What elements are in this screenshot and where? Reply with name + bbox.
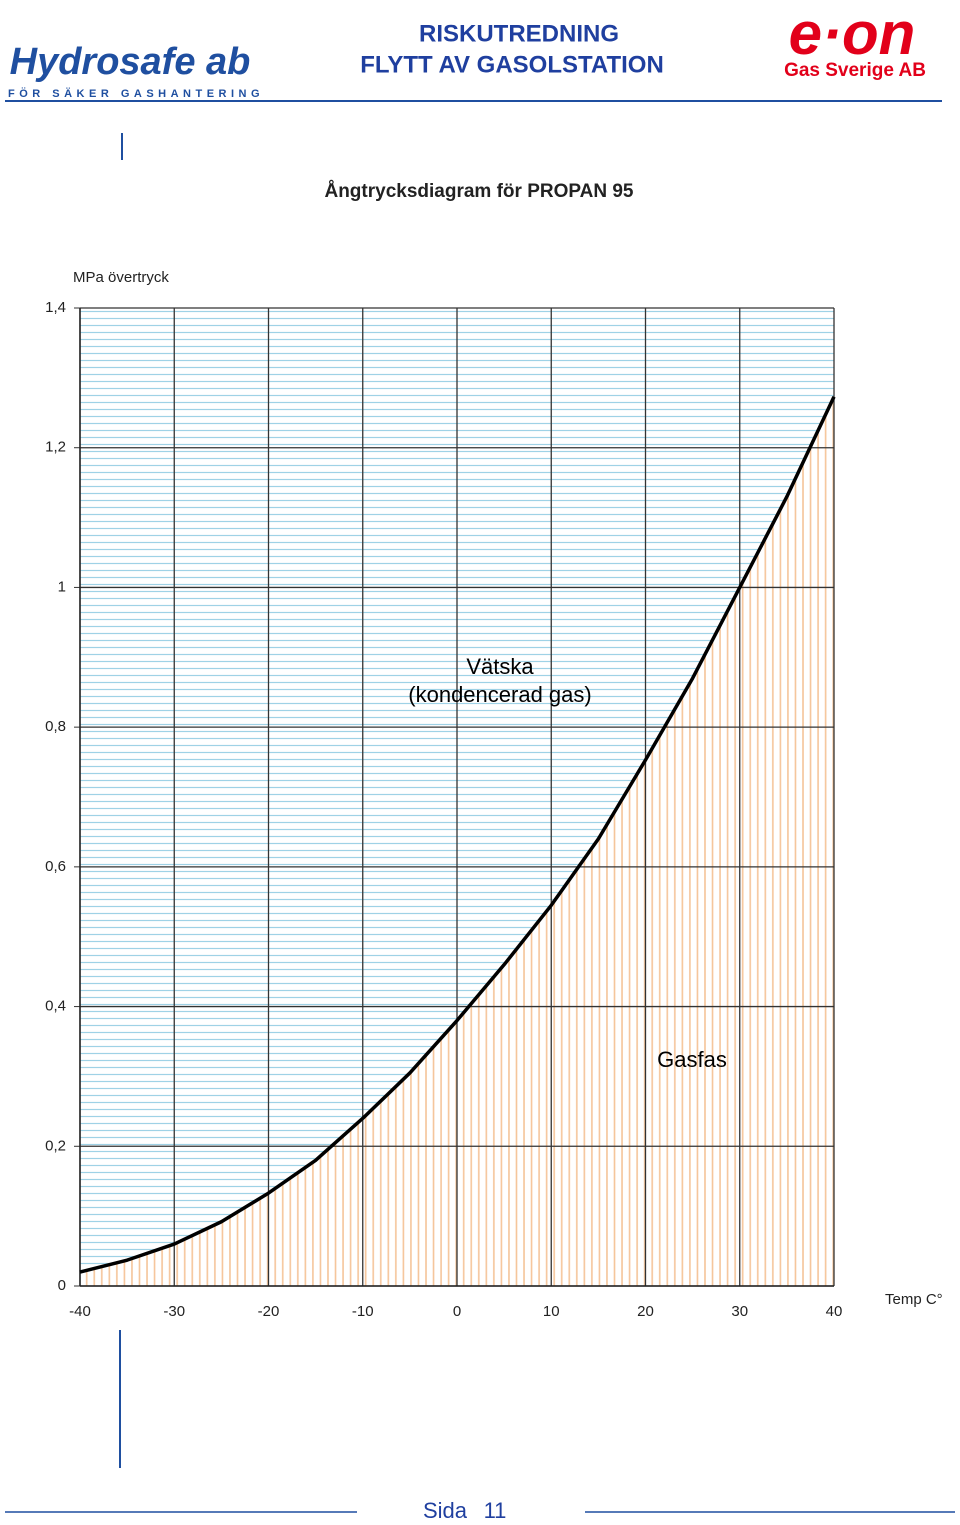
x-tick-label: -10 [352, 1303, 374, 1320]
y-tick-label: 0,6 [45, 858, 66, 875]
plot: 0 0,2 0,4 0,6 0,8 1 1,2 1,4 -40 -30 -20 -10 0 10 20 30 4… [45, 299, 842, 1320]
y-tick-label: 0,4 [45, 998, 66, 1015]
x-tick-label: -30 [163, 1303, 185, 1320]
company-name: Gas Sverige AB [784, 60, 926, 81]
y-axis-label: MPa övertryck [73, 269, 169, 286]
x-tick-label: 10 [543, 1303, 560, 1320]
x-axis-label: Temp C° [885, 1291, 943, 1308]
y-tick-label: 1,2 [45, 439, 66, 456]
y-tick-label: 0,2 [45, 1137, 66, 1154]
logo-tagline: FÖR SÄKER GASHANTERING [8, 87, 264, 100]
x-tick-label: 40 [826, 1303, 843, 1320]
y-tick-label: 1,4 [45, 299, 66, 316]
header-subtitle: FLYTT AV GASOLSTATION [360, 51, 664, 78]
x-tick-label: -40 [69, 1303, 91, 1320]
y-tick-label: 1 [58, 578, 66, 595]
x-tick-label: 20 [637, 1303, 654, 1320]
header-title: RISKUTREDNING [419, 20, 619, 47]
x-tick-label: -20 [258, 1303, 280, 1320]
page-number: 11 [484, 1498, 507, 1523]
x-tick-label: 0 [453, 1303, 461, 1320]
annotation: (kondencerad gas) [408, 682, 591, 707]
x-tick-label: 30 [731, 1303, 748, 1320]
y-tick-label: 0 [58, 1277, 66, 1294]
annotation: Vätska [466, 654, 534, 679]
chart-title: Ångtrycksdiagram för PROPAN 95 [324, 181, 633, 202]
y-tick-label: 0,8 [45, 718, 66, 735]
annotation: Gasfas [657, 1047, 727, 1072]
vapor-pressure-curve [79, 395, 836, 1274]
logo-left: Hydrosafe ab [10, 41, 251, 83]
page-label: Sida [423, 1498, 468, 1523]
logo-right: e·on [789, 0, 916, 67]
